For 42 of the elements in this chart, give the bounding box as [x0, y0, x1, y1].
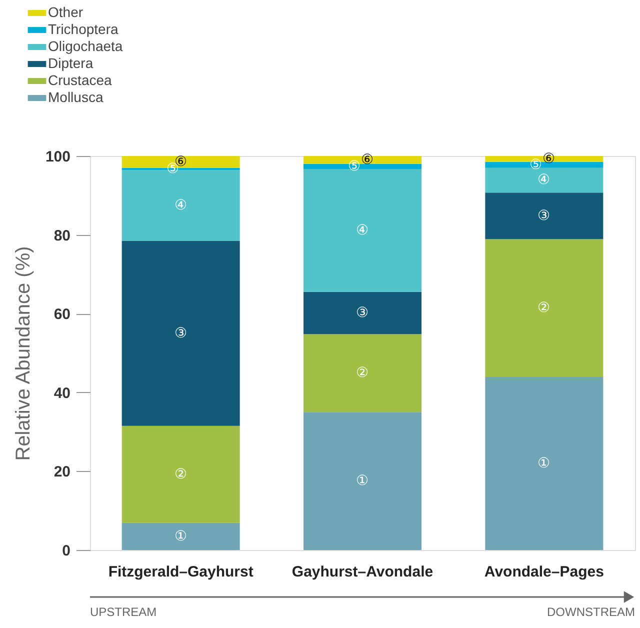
bar	[485, 192, 604, 240]
data-label: ①	[174, 527, 188, 544]
bar	[122, 522, 240, 550]
data-label: ①	[356, 472, 369, 488]
bar	[485, 168, 604, 193]
data-label: ③	[174, 324, 188, 340]
bar	[485, 239, 604, 378]
legend-label: Other	[48, 4, 84, 20]
legend-label: Oligochaeta	[48, 38, 123, 54]
y-tick-label: 20	[54, 464, 70, 481]
data-label: ③	[356, 304, 369, 320]
data-label: ④	[356, 221, 369, 238]
y-tick-label: 0	[62, 542, 70, 560]
text: DOWNSTREAM	[547, 605, 635, 619]
data-label: ③	[538, 206, 551, 223]
x-tick-label: Fitzgerald–Gayhurst	[108, 564, 254, 580]
text: UPSTREAM	[90, 605, 157, 619]
bar	[122, 240, 240, 426]
y-tick-label: 60	[54, 306, 70, 324]
bar	[485, 377, 604, 550]
y-tick-label: 40	[54, 384, 70, 402]
x-tick-label: Gayhurst–Avondale	[292, 564, 434, 580]
data-label: ②	[538, 299, 551, 316]
bar	[304, 169, 422, 292]
legend-label: Mollusca	[48, 89, 104, 105]
x-tick-label: Avondale–Pages	[484, 564, 604, 580]
legend-label: Diptera	[48, 55, 94, 71]
y-tick-label: 100	[45, 148, 70, 166]
data-label: ⑥	[361, 150, 374, 167]
data-label: ②	[174, 465, 188, 482]
bar	[304, 412, 422, 550]
data-label: ④	[174, 196, 188, 212]
data-label: ④	[538, 171, 551, 188]
legend-label: Crustacea	[48, 72, 112, 88]
data-label: ①	[538, 454, 551, 471]
data-label: ②	[356, 364, 369, 380]
bar	[122, 426, 240, 523]
y-tick-label: 80	[54, 227, 70, 244]
y-axis-title: Relative Abundance (%)	[12, 246, 34, 461]
bar	[304, 334, 422, 412]
legend-label: Trichoptera	[48, 21, 118, 37]
bar	[304, 292, 422, 334]
